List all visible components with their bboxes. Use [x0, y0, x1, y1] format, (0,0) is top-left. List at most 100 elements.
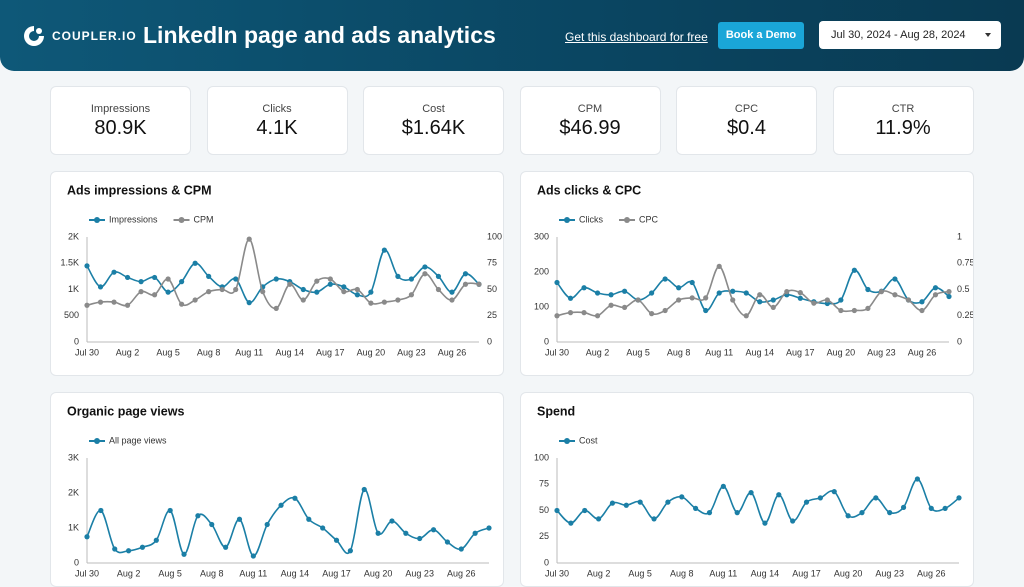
legend-dot	[178, 217, 185, 223]
data-point	[790, 518, 796, 524]
data-point	[554, 507, 560, 514]
data-point	[567, 295, 574, 301]
y-tick-label: 100	[534, 301, 549, 311]
data-point	[748, 490, 754, 496]
y-tick-label: 0	[544, 336, 549, 346]
data-point	[932, 285, 939, 291]
y-tick-label: 0	[487, 336, 492, 346]
y-tick-label: 0	[74, 557, 79, 567]
data-point	[900, 504, 907, 510]
link[interactable]: Get this dashboard for free	[565, 30, 708, 44]
data-point	[743, 290, 749, 296]
data-point	[817, 495, 823, 501]
data-point	[84, 534, 90, 540]
y-tick-label: 3K	[68, 452, 79, 462]
y-tick-label: 50	[539, 505, 549, 515]
data-point	[486, 525, 492, 531]
data-point	[956, 495, 962, 501]
x-tick-label: Aug 5	[626, 347, 650, 357]
data-point	[435, 286, 442, 293]
legend-dot	[564, 217, 570, 223]
x-tick-label: Aug 11	[239, 568, 267, 578]
data-point	[887, 510, 893, 516]
data-point	[381, 299, 387, 305]
data-point	[347, 548, 353, 554]
data-point	[946, 289, 952, 295]
chart-panel: Spend 0 25 50 75 100 Jul 30 Aug 2 Aug 5 Aug 8 Aug …	[520, 392, 974, 587]
data-point	[784, 289, 790, 295]
date-picker[interactable]: Jul 30, 2024 - Aug 28, 2024	[819, 21, 1001, 49]
x-tick-label: Aug 8	[200, 568, 224, 578]
data-point	[138, 289, 144, 295]
y-tick-label: 2K	[68, 231, 79, 241]
x-tick-label: Aug 14	[745, 347, 774, 357]
data-point	[354, 292, 360, 298]
data-point	[689, 279, 695, 286]
x-tick-label: Aug 5	[158, 568, 182, 578]
data-point	[264, 521, 270, 528]
data-point	[865, 305, 871, 311]
x-tick-label: Aug 2	[116, 347, 140, 357]
chart-title: Spend	[537, 404, 575, 418]
y-tick-label: 0	[544, 557, 549, 567]
data-point	[581, 310, 587, 316]
x-tick-label: Aug 17	[322, 568, 351, 578]
kpi-card: Impressions 80.9K	[50, 86, 191, 155]
kpi-label: CPM	[577, 103, 603, 115]
data-point	[375, 530, 381, 536]
x-tick-label: Aug 20	[364, 568, 393, 578]
data-point	[422, 264, 428, 270]
data-point	[112, 546, 118, 552]
data-point	[851, 267, 857, 273]
data-point	[209, 521, 215, 528]
data-point	[206, 273, 212, 279]
data-point	[873, 495, 879, 501]
data-point	[435, 273, 442, 279]
data-point	[250, 553, 256, 559]
x-tick-label: Aug 26	[908, 347, 937, 357]
data-point	[797, 295, 803, 301]
x-tick-label: Aug 2	[587, 568, 611, 578]
x-tick-label: Aug 23	[405, 568, 434, 578]
y-tick-label: 0.25	[957, 310, 973, 320]
y-tick-label: 25	[487, 310, 497, 320]
data-point	[408, 276, 415, 282]
data-point	[689, 295, 695, 301]
y-tick-label: 500	[64, 310, 79, 320]
y-tick-label: 300	[534, 231, 549, 241]
dashboard-title: LinkedIn page and ads analytics	[143, 22, 496, 48]
legend-label: Cost	[579, 435, 598, 445]
data-point	[594, 313, 601, 319]
data-point	[649, 290, 655, 296]
data-point	[124, 302, 131, 308]
data-point	[139, 544, 146, 550]
data-point	[165, 289, 171, 295]
y-tick-label: 1K	[68, 522, 79, 532]
data-point	[476, 281, 482, 287]
data-point	[181, 551, 187, 557]
kpi-label: Cost	[422, 103, 445, 115]
chart-panel: Organic page views 0 1K 2K 3K Jul 30 Aug 2 Aug …	[50, 392, 504, 587]
data-point	[621, 288, 628, 294]
demo-button[interactable]: Book a Demo	[718, 22, 804, 49]
kpi-value: 11.9%	[875, 117, 931, 139]
data-point	[153, 537, 159, 543]
data-point	[567, 310, 574, 316]
data-point	[770, 297, 776, 303]
data-point	[111, 269, 117, 275]
kpi-value: 4.1K	[256, 117, 298, 139]
data-point	[167, 507, 173, 514]
kpi-card: Clicks 4.1K	[206, 86, 348, 155]
data-point	[300, 297, 306, 303]
x-tick-label: Aug 20	[827, 347, 856, 357]
data-point	[395, 273, 401, 279]
chart-panel: Ads clicks & CPC 0 100 200 300 0 0.25 0.5 0.75 1 J…	[520, 171, 974, 376]
y-tick-label: 0.75	[957, 258, 973, 268]
y-tick-label: 75	[487, 258, 497, 268]
data-point	[260, 289, 266, 295]
y-tick-label: 0	[957, 336, 962, 346]
x-tick-label: Jul 30	[545, 568, 569, 578]
x-tick-label: Aug 8	[197, 347, 221, 357]
data-point	[320, 525, 326, 531]
data-point	[278, 502, 284, 508]
